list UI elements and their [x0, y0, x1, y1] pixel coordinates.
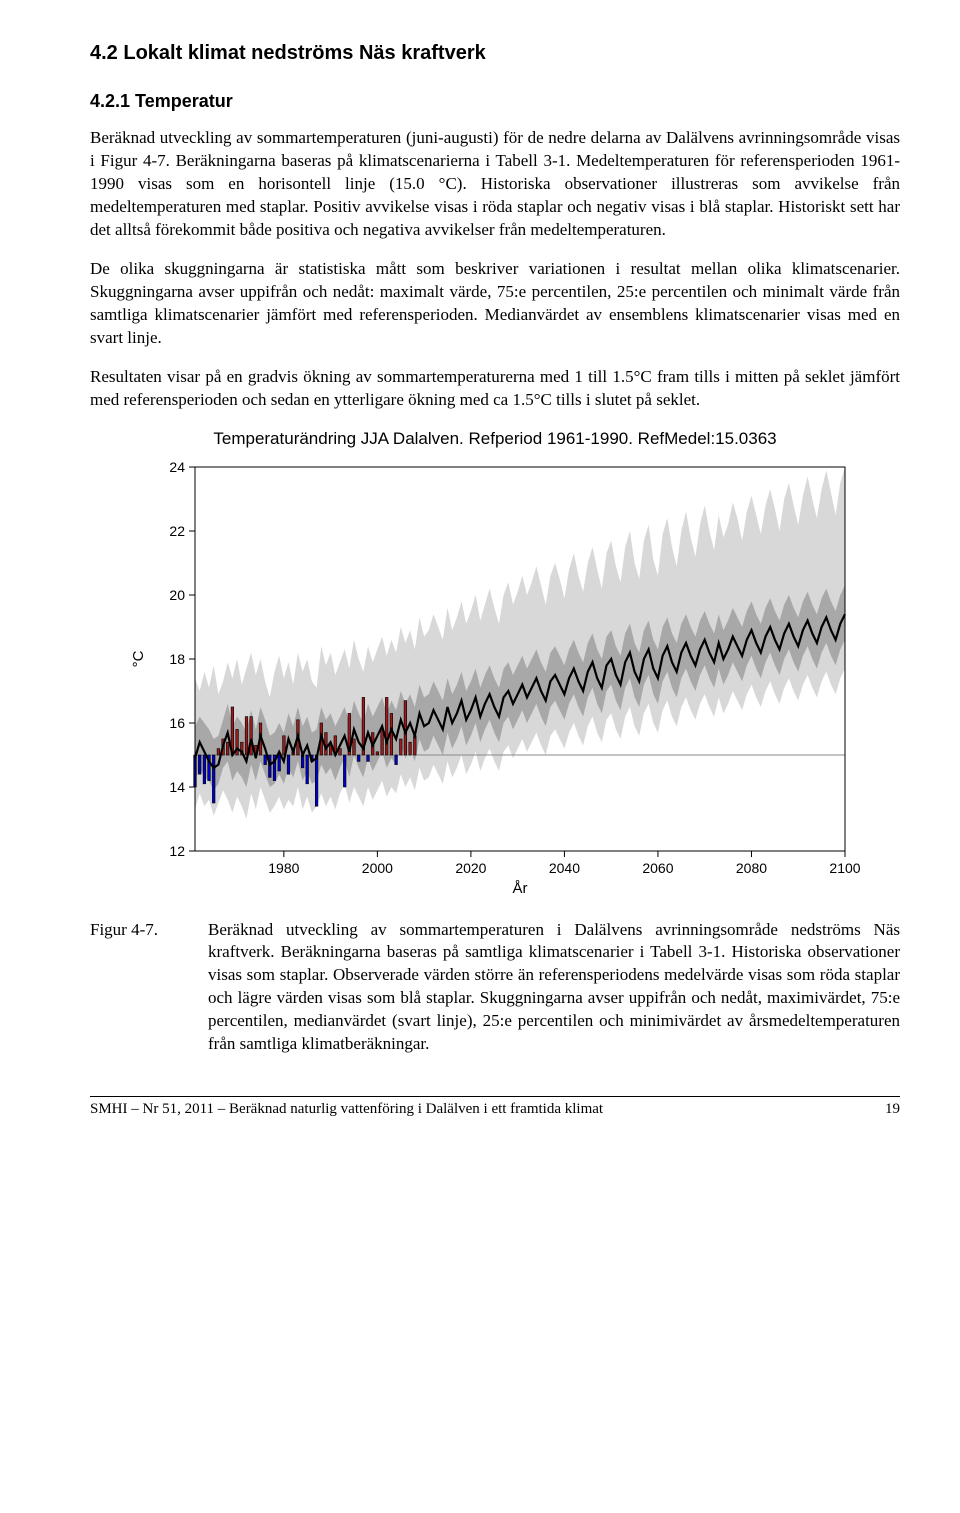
svg-text:2080: 2080: [736, 860, 767, 876]
paragraph-1: Beräknad utveckling av sommartemperature…: [90, 127, 900, 242]
figure-block: Temperaturändring JJA Dalalven. Refperio…: [90, 428, 900, 901]
figure-caption: Figur 4-7. Beräknad utveckling av sommar…: [90, 919, 900, 1057]
svg-text:År: År: [513, 880, 528, 897]
footer-left: SMHI – Nr 51, 2011 – Beräknad naturlig v…: [90, 1099, 603, 1119]
svg-text:20: 20: [169, 587, 185, 603]
section-heading: 4.2 Lokalt klimat nedströms Näs kraftver…: [90, 40, 900, 67]
paragraph-3: Resultaten visar på en gradvis ökning av…: [90, 366, 900, 412]
figure-caption-text: Beräknad utveckling av sommartemperature…: [208, 919, 900, 1057]
svg-text:12: 12: [169, 843, 185, 859]
page-footer: SMHI – Nr 51, 2011 – Beräknad naturlig v…: [90, 1096, 900, 1119]
svg-text:2040: 2040: [549, 860, 580, 876]
temperature-chart: 12 14 16 18 20 22 24 1980 2000 2020 2040 2060 2080 21…: [125, 461, 865, 901]
svg-text:16: 16: [169, 715, 185, 731]
svg-text:22: 22: [169, 523, 185, 539]
svg-text:18: 18: [169, 651, 185, 667]
svg-text:24: 24: [169, 461, 185, 475]
svg-text:2000: 2000: [362, 860, 393, 876]
svg-text:14: 14: [169, 779, 185, 795]
figure-label: Figur 4-7.: [90, 919, 158, 1057]
svg-text:2100: 2100: [829, 860, 860, 876]
paragraph-2: De olika skuggningarna är statistiska må…: [90, 258, 900, 350]
svg-text:2020: 2020: [455, 860, 486, 876]
subsection-heading: 4.2.1 Temperatur: [90, 89, 900, 113]
svg-text:1980: 1980: [268, 860, 299, 876]
svg-text:°C: °C: [130, 650, 147, 667]
svg-text:2060: 2060: [642, 860, 673, 876]
footer-right: 19: [885, 1099, 900, 1119]
chart-title: Temperaturändring JJA Dalalven. Refperio…: [90, 428, 900, 451]
